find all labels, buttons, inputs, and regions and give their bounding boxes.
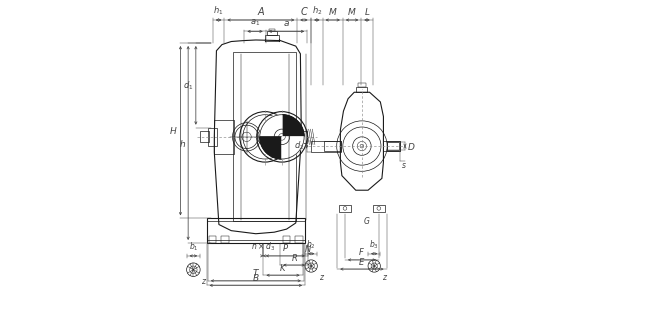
Text: $R$: $R$ [291,252,298,263]
Text: $h$: $h$ [179,138,186,149]
Bar [208,128,217,146]
Bar [356,87,367,92]
Bar [387,142,399,150]
Polygon shape [260,137,282,159]
Polygon shape [282,137,304,159]
Bar [267,32,277,35]
Text: $A$: $A$ [257,5,265,17]
Text: $z$: $z$ [318,273,325,282]
Bar [222,236,229,243]
Bar [339,204,351,212]
Text: $F$: $F$ [358,246,365,257]
Text: $N$: $N$ [304,243,313,254]
Text: $d_2$: $d_2$ [294,140,304,152]
Text: $b_2$: $b_2$ [306,239,316,251]
Text: $K$: $K$ [279,262,287,273]
Bar [207,218,305,243]
Text: $G$: $G$ [363,215,370,226]
Text: $s$: $s$ [401,161,407,170]
Text: $z$: $z$ [202,277,207,286]
Polygon shape [260,115,282,137]
Text: $H$: $H$ [170,125,178,136]
Text: $B$: $B$ [252,272,259,283]
Bar [295,236,302,243]
Bar [265,35,279,41]
Text: $b_3$: $b_3$ [369,239,379,251]
Bar [283,236,291,243]
Polygon shape [282,115,304,137]
Bar [300,131,307,143]
Text: $z$: $z$ [382,273,388,282]
Bar [372,204,385,212]
Bar [311,140,341,152]
Bar [383,141,400,151]
Text: $M$: $M$ [328,6,337,17]
Bar [233,52,296,222]
Bar [324,141,341,151]
Bar [358,83,365,87]
Text: $T$: $T$ [252,267,260,278]
Bar [200,131,209,142]
Text: $P$: $P$ [282,242,289,253]
Text: $D$: $D$ [407,141,415,152]
Text: $h_2$: $h_2$ [311,4,322,17]
Text: $d_1$: $d_1$ [183,79,194,92]
Text: $L$: $L$ [364,6,370,17]
Text: $b_1$: $b_1$ [188,241,198,253]
Text: $E$: $E$ [358,256,365,267]
Bar [214,120,234,154]
Bar [269,29,275,32]
Text: $C$: $C$ [300,5,308,17]
Bar [387,141,400,151]
Text: $a$: $a$ [283,19,290,28]
Text: $n\times d_3$: $n\times d_3$ [251,241,275,253]
Bar [209,236,216,243]
Text: $a_1$: $a_1$ [250,18,260,28]
Text: $M$: $M$ [347,6,357,17]
Text: $h_1$: $h_1$ [213,4,224,17]
